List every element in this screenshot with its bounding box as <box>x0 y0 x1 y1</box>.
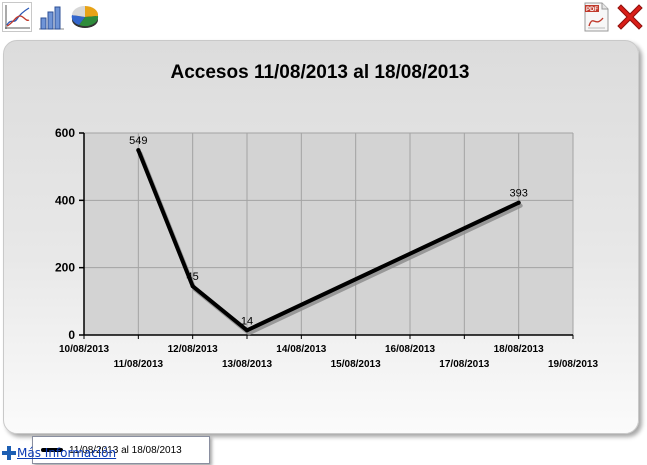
x-tick-label: 18/08/2013 <box>494 344 544 355</box>
y-tick-label: 400 <box>55 193 75 207</box>
chart-title: Accesos 11/08/2013 al 18/08/2013 <box>171 62 470 83</box>
data-point <box>136 148 141 153</box>
series-line <box>136 148 521 333</box>
chart-legend: 11/08/2013 al 18/08/2013 <box>32 436 210 464</box>
plus-icon[interactable] <box>2 446 16 460</box>
pdf-export-icon[interactable]: PDF <box>581 2 611 32</box>
x-tick-label: 14/08/2013 <box>276 344 326 355</box>
chart-panel: Accesos 11/08/2013 al 18/08/2013 0 200 400… <box>3 40 639 464</box>
y-tick-label: 200 <box>55 261 75 275</box>
x-tick-label: 16/08/2013 <box>385 344 435 355</box>
actions-toolbar: PDF <box>581 2 645 32</box>
x-tick-label: 12/08/2013 <box>168 344 218 355</box>
x-tick-label: 17/08/2013 <box>439 359 489 370</box>
y-tick-label: 0 <box>68 328 75 342</box>
data-label: 14 <box>241 315 253 327</box>
line-chart-icon[interactable] <box>2 2 32 32</box>
x-tick-label: 13/08/2013 <box>222 359 272 370</box>
x-tick-label: 10/08/2013 <box>59 344 109 355</box>
plot-area <box>84 133 573 335</box>
data-label: 45 <box>187 271 199 283</box>
bar-chart-icon[interactable] <box>36 2 66 32</box>
legend-swatch <box>41 448 63 452</box>
line-chart: Accesos 11/08/2013 al 18/08/2013 0 200 400… <box>55 62 598 370</box>
x-tick-label: 19/08/2013 <box>548 359 598 370</box>
legend-label: 11/08/2013 al 18/08/2013 <box>69 444 182 456</box>
data-point <box>516 200 521 205</box>
data-point <box>245 328 249 333</box>
chart-type-toolbar <box>2 2 100 32</box>
data-point <box>190 284 195 289</box>
pie-chart-icon[interactable] <box>70 2 100 32</box>
x-tick-label: 11/08/2013 <box>114 359 164 370</box>
data-label: 393 <box>509 188 527 200</box>
more-info-row: Más Información <box>2 446 116 460</box>
data-label: 549 <box>129 135 147 147</box>
close-icon[interactable] <box>615 2 645 32</box>
x-tick-label: 15/08/2013 <box>331 359 381 370</box>
y-tick-label: 600 <box>55 126 75 140</box>
more-info-link[interactable]: Más Información <box>17 446 117 460</box>
pdf-badge-label: PDF <box>586 7 598 13</box>
